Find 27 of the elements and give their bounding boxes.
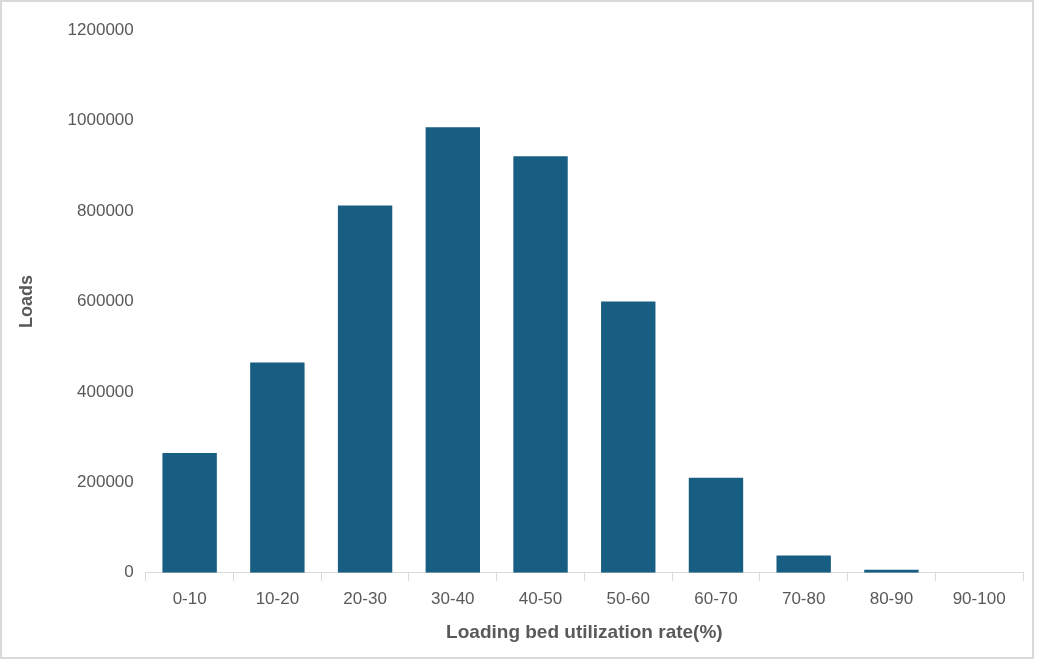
y-tick-label: 800000 (77, 200, 134, 220)
bar (601, 301, 656, 573)
y-axis-title: Loads (15, 274, 36, 328)
y-tick-label: 1200000 (67, 19, 134, 39)
bar (250, 362, 305, 573)
y-tick-label: 600000 (77, 291, 134, 311)
bar (162, 452, 217, 573)
x-tick-label: 60-70 (694, 588, 738, 608)
y-tick-label: 1000000 (67, 110, 134, 130)
x-tick-label: 30-40 (431, 588, 475, 608)
bar (425, 127, 480, 573)
x-tick-label: 80-90 (869, 588, 914, 608)
bar (513, 156, 568, 573)
x-tick-label: 10-20 (255, 588, 300, 608)
x-tick-label: 20-30 (343, 588, 387, 608)
x-tick-label: 90-100 (952, 588, 1006, 608)
y-tick-label: 200000 (77, 472, 134, 492)
x-tick-label: 50-60 (606, 588, 650, 608)
y-tick-label: 0 (124, 562, 134, 582)
bar (688, 477, 744, 573)
bar (337, 205, 393, 573)
y-tick-label: 400000 (77, 381, 134, 401)
x-axis-title: Loading bed utilization rate(%) (446, 620, 723, 642)
x-tick-label: 0-10 (172, 588, 207, 608)
bar (776, 555, 831, 573)
x-tick-label: 70-80 (781, 588, 826, 608)
x-tick-label: 40-50 (518, 588, 563, 608)
